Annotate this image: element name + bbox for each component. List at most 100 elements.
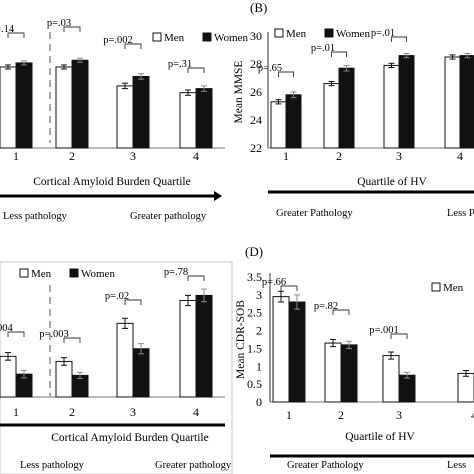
legend-entry-women: Women [214,32,248,44]
right-note: Less P [447,208,474,219]
legend-entry-women: Women [336,28,370,40]
p-value-label: p=.004 [0,323,14,334]
x-tick-label: 2 [336,149,342,163]
significance-bracket [124,299,142,305]
bar-women [71,59,89,149]
bar-women [459,55,474,149]
x-tick-label: 3 [396,149,402,163]
panel-frame [0,261,233,474]
bar-men [323,83,340,149]
p-value-label: p=.002 [103,35,133,46]
panel-b: (B) 22 24 26 28 30 Mean MMSE 1 2 3 4 p=.65 p=.01 p=.0… [233,0,474,219]
bar-men [116,85,134,149]
y-tick-label: 1.5 [247,341,262,355]
significance-bracket [63,26,81,32]
y-tick-label: 22 [250,141,262,155]
x-axis-label: Cortical Amyloid Burden Quartile [51,432,208,444]
bar-women [288,301,306,403]
p-value-label: p=.01 [311,43,335,54]
x-tick-label: 3 [130,405,136,419]
x-tick-label: 1 [286,408,292,422]
bar-men [324,342,342,403]
x-tick-label: 4 [193,405,199,419]
left-note: Greater Pathology [287,460,364,471]
bar-men [383,64,400,149]
bar-men [179,92,197,149]
bar-men [457,372,474,403]
x-tick-label: 1 [13,405,19,419]
y-tick-label: 3 [256,288,262,302]
significance-bracket [7,331,25,337]
significance-bracket [280,285,298,291]
x-tick-label: 4 [193,149,199,163]
y-axis-label: Mean CDR-SOB [235,300,247,379]
significance-bracket [124,43,142,49]
significance-bracket [63,337,81,343]
significance-bracket [390,333,408,339]
panel-a: 1 2 3 4 p=.14 p=.03 p=.002 p=.31 Men Women Cortica… [0,18,248,222]
x-tick-label: 2 [69,405,75,419]
significance-bracket [278,71,294,77]
legend-swatch-men [19,268,29,278]
p-value-label: p=.02 [105,291,129,302]
right-note: Greater pathology [130,211,207,222]
p-value-label: p=.001 [369,325,399,336]
x-tick-label: 1 [283,149,289,163]
left-note: Greater Pathology [276,208,353,219]
x-axis-label: Quartile of HV [357,176,427,188]
bar-men [55,66,73,149]
pathology-arrow-head [214,191,222,201]
legend-swatch-women [202,32,212,42]
y-tick-label: 2.5 [247,306,262,320]
p-value-label: p=.78 [164,267,188,278]
p-value-label: p=.66 [262,277,286,288]
legend-entry-men: Men [443,282,464,294]
bar-women [398,55,415,149]
y-tick-label: 0.5 [247,377,262,391]
legend-entry-men: Men [164,32,185,44]
x-tick-label: 1 [13,149,19,163]
x-tick-label: 4 [471,408,474,422]
significance-bracket [391,36,407,42]
significance-bracket [331,51,347,57]
panel-d: (D) 0 0.5 1 1.5 2 2.5 3 3.5 Mean CDR-SOB 1 2 3 4 p=.66… [235,244,474,471]
legend: Men Women [274,28,370,40]
x-axis-label: Cortical Amyloid Burden Quartile [33,176,190,188]
legend-entry-men: Men [286,28,307,40]
panel-c: 1 2 3 4 p=.004 p=.003 p=.02 p=.78 Men Women Cortic… [0,261,233,474]
significance-bracket [187,275,205,281]
bar-women [132,75,150,149]
p-value-label: p=.65 [258,63,282,74]
right-note: Less [447,460,466,471]
bar-women [15,62,33,149]
legend: Men Women [152,32,248,44]
bar-men [179,299,197,398]
bar-men [0,355,17,398]
right-note: Greater pathology [155,460,232,471]
x-tick-label: 2 [69,149,75,163]
p-value-label: p=.01 [371,28,395,39]
p-value-label: p=.03 [47,18,71,29]
p-value-label: p=.003 [39,329,69,340]
left-note: Less pathology [20,460,85,471]
significance-bracket [187,67,205,73]
bar-women [285,94,302,149]
bar-women [195,294,213,398]
legend-entry-women: Women [81,268,115,280]
x-tick-label: 3 [130,149,136,163]
y-tick-label: 24 [250,113,262,127]
bar-women [338,67,355,149]
p-value-label: p=.31 [168,59,192,70]
y-tick-label: 30 [250,29,262,43]
y-axis-label: Mean MMSE [233,61,245,124]
x-tick-label: 3 [396,408,402,422]
x-tick-label: 2 [338,408,344,422]
bar-men [0,66,17,149]
y-tick-label: 0 [256,395,262,409]
p-value-label: p=.82 [314,301,338,312]
bar-men [382,355,400,403]
panel-letter: (D) [245,244,263,259]
significance-bracket [332,309,350,315]
